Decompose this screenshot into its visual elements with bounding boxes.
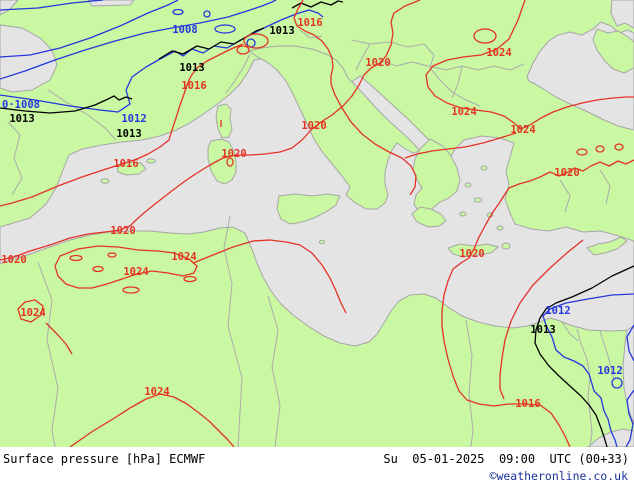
aegean-island: [473, 197, 483, 203]
rhodes: [501, 242, 511, 250]
sicily: [276, 193, 341, 225]
aegean-island: [480, 165, 488, 171]
isobars-blue-layer: [0, 0, 634, 447]
sea-channel: [87, 0, 135, 7]
map-title: Surface pressure [hPa] ECMWF: [3, 452, 206, 466]
crimea: [592, 28, 634, 74]
sea-gulf-aqaba: [622, 325, 634, 425]
map-datetime: Su 05-01-2025 09:00 UTC (00+33): [383, 452, 629, 466]
sea-azov: [610, 0, 634, 29]
malta: [319, 239, 325, 245]
borders-layer: [7, 29, 615, 447]
aegean-island: [464, 182, 472, 188]
sea-biscay: [0, 24, 58, 93]
pressure-map: 1008 0·1008 1012 1012 1012 1013 1013 1013 1013 10…: [0, 0, 634, 447]
islands-layer: [100, 28, 634, 258]
corsica: [215, 103, 233, 139]
aegean-island: [496, 225, 504, 231]
sea-red-sea: [587, 428, 634, 447]
cyprus: [586, 236, 628, 256]
mallorca: [116, 161, 147, 176]
menorca: [146, 158, 156, 164]
italy: [247, 45, 421, 210]
aegean-island: [459, 211, 467, 217]
map-canvas: [0, 0, 634, 447]
sardinia: [207, 138, 237, 185]
status-bar: Surface pressure [hPa] ECMWF Su 05-01-20…: [0, 447, 634, 490]
ibiza: [100, 178, 110, 184]
peloponnese: [411, 206, 447, 228]
isobars-red-layer: [0, 0, 634, 447]
copyright-link[interactable]: ©weatheronline.co.uk: [489, 469, 628, 483]
